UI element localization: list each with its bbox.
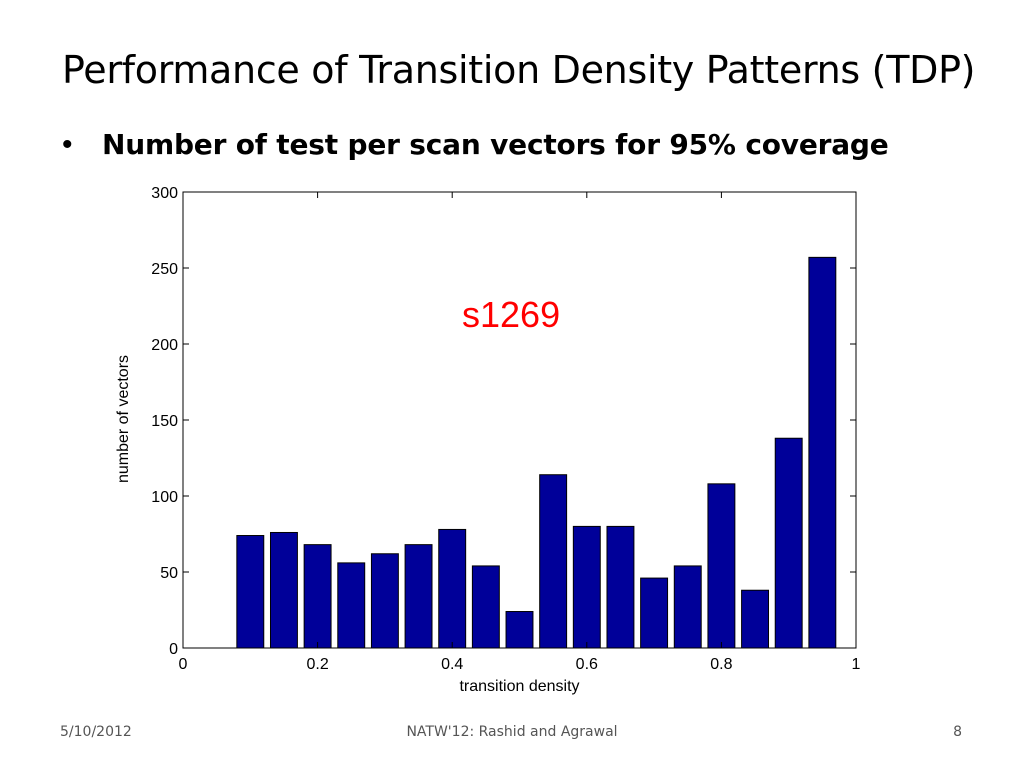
bullet-item: • Number of test per scan vectors for 95%… (62, 128, 889, 162)
footer-date: 5/10/2012 (60, 724, 132, 740)
y-tick-label: 100 (151, 489, 178, 506)
y-tick-label: 300 (151, 185, 178, 202)
bar (337, 562, 366, 649)
bar (370, 553, 399, 649)
y-tick-label: 250 (151, 261, 178, 278)
x-tick-label: 1 (852, 656, 861, 673)
chart-annotation: s1269 (462, 294, 560, 335)
bar (269, 531, 298, 649)
bullet-text: Number of test per scan vectors for 95% … (102, 128, 889, 161)
x-tick-label: 0.4 (441, 656, 463, 673)
bar (572, 525, 601, 649)
x-axis-label: transition density (459, 678, 579, 695)
bars-group (236, 256, 837, 649)
bar (808, 256, 837, 649)
bar (707, 483, 736, 649)
bar (606, 525, 635, 649)
slide-title: Performance of Transition Density Patter… (62, 48, 976, 92)
bar (673, 565, 702, 649)
bar (236, 535, 265, 649)
bar (640, 577, 669, 649)
x-tick-label: 0.2 (306, 656, 328, 673)
bar (303, 544, 332, 649)
bar (539, 474, 568, 649)
bullet-marker: • (62, 128, 73, 161)
bar (774, 437, 803, 649)
y-tick-label: 0 (169, 641, 178, 658)
y-tick-label: 150 (151, 413, 178, 430)
bar (471, 565, 500, 649)
y-axis-label: number of vectors (115, 355, 132, 483)
footer-title: NATW'12: Rashid and Agrawal (406, 724, 618, 740)
x-tick-label: 0.8 (710, 656, 732, 673)
x-tick-label: 0.6 (576, 656, 598, 673)
x-tick-label: 0 (179, 656, 188, 673)
bar (505, 611, 534, 649)
footer-page-number: 8 (953, 724, 962, 740)
y-tick-label: 200 (151, 337, 178, 354)
bar (438, 528, 467, 649)
bar (404, 544, 433, 649)
y-tick-label: 50 (160, 565, 178, 582)
bar (741, 589, 770, 649)
ticks-group: 0 0.2 0.4 0.6 0.8 1 0 50 100 150 200 250 300 (151, 185, 860, 673)
